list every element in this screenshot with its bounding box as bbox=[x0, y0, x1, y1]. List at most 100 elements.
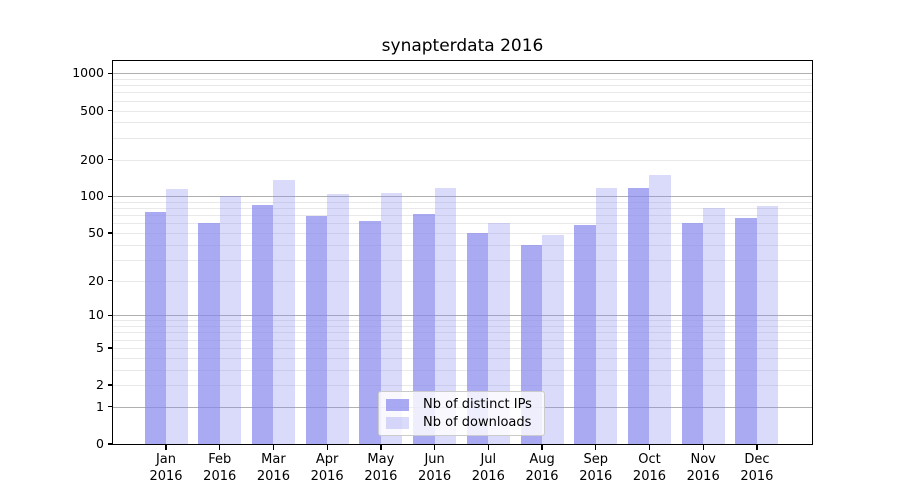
legend-swatch-distinct-ips bbox=[386, 399, 409, 411]
bar-downloads-mar bbox=[273, 180, 295, 444]
bar-downloads-jan bbox=[166, 189, 188, 444]
y-tick-label: 50 bbox=[88, 225, 104, 241]
bar-downloads-dec bbox=[756, 206, 779, 444]
gridline-minor bbox=[113, 326, 812, 328]
y-tick-mark bbox=[108, 314, 112, 316]
gridline-minor bbox=[113, 202, 812, 204]
legend-label-downloads: Nb of downloads bbox=[423, 415, 532, 430]
y-tick-mark bbox=[108, 72, 112, 75]
y-tick-mark bbox=[108, 158, 112, 161]
y-tick-label: 500 bbox=[80, 102, 104, 118]
bar-downloads-sep bbox=[595, 187, 618, 444]
y-tick-mark bbox=[108, 195, 112, 198]
gridline-minor bbox=[113, 280, 812, 282]
x-tick-label: Jun 2016 bbox=[418, 452, 452, 484]
legend-swatch-downloads bbox=[386, 417, 409, 429]
bar-distinct-ips-dec bbox=[735, 218, 757, 444]
gridline-minor bbox=[113, 320, 812, 322]
bar-distinct-ips-feb bbox=[198, 223, 220, 444]
gridline-major bbox=[113, 196, 812, 198]
gridline-minor bbox=[113, 347, 812, 349]
x-tick-label: Jul 2016 bbox=[471, 452, 505, 484]
gridline-minor bbox=[113, 100, 812, 102]
y-tick-label: 20 bbox=[88, 272, 104, 288]
gridline-minor bbox=[113, 79, 812, 81]
gridline-minor bbox=[113, 357, 812, 359]
chart-title: synapterdata 2016 bbox=[381, 36, 544, 56]
x-tick-label: Aug 2016 bbox=[525, 452, 559, 484]
gridline-minor bbox=[113, 244, 812, 246]
x-tick-mark bbox=[756, 445, 758, 450]
x-tick-mark bbox=[702, 445, 704, 450]
bar-distinct-ips-jan bbox=[144, 211, 166, 444]
gridline-minor bbox=[113, 223, 812, 225]
y-tick-label: 200 bbox=[80, 151, 104, 167]
x-tick-mark bbox=[326, 445, 328, 450]
bar-distinct-ips-mar bbox=[251, 205, 274, 444]
legend-item-downloads: Nb of downloads bbox=[386, 414, 538, 432]
y-tick-label: 100 bbox=[80, 188, 104, 204]
bar-distinct-ips-oct bbox=[627, 187, 650, 444]
bar-distinct-ips-nov bbox=[681, 223, 704, 444]
gridline-minor bbox=[113, 122, 812, 124]
y-tick-mark bbox=[108, 406, 112, 408]
x-tick-mark bbox=[433, 445, 436, 450]
bar-downloads-jul bbox=[488, 223, 510, 444]
bar-distinct-ips-apr bbox=[305, 216, 328, 444]
x-tick-label: Apr 2016 bbox=[310, 452, 344, 484]
x-tick-mark bbox=[595, 445, 597, 450]
y-tick-mark bbox=[108, 280, 112, 282]
bar-downloads-jun bbox=[434, 187, 457, 444]
x-tick-label: Nov 2016 bbox=[686, 452, 720, 484]
bar-downloads-apr bbox=[327, 194, 349, 444]
x-tick-label: May 2016 bbox=[364, 452, 398, 484]
y-tick-label: 2 bbox=[96, 377, 104, 393]
gridline-minor bbox=[113, 332, 812, 334]
x-tick-mark bbox=[648, 445, 651, 450]
gridline-minor bbox=[113, 339, 812, 341]
bar-downloads-aug bbox=[542, 235, 564, 444]
x-tick-label: Mar 2016 bbox=[256, 452, 290, 484]
x-tick-label: Oct 2016 bbox=[632, 452, 667, 484]
gridline-minor bbox=[113, 137, 812, 139]
bar-downloads-oct bbox=[649, 174, 671, 444]
bar-downloads-nov bbox=[703, 207, 725, 444]
gridline-minor bbox=[113, 110, 812, 112]
y-tick-mark bbox=[108, 443, 112, 445]
gridline-minor bbox=[113, 385, 812, 387]
bar-distinct-ips-jun bbox=[413, 213, 435, 444]
gridline-minor bbox=[113, 208, 812, 210]
x-tick-label: Jan 2016 bbox=[149, 452, 183, 484]
y-tick-mark bbox=[108, 232, 112, 234]
x-tick-label: Dec 2016 bbox=[740, 452, 774, 484]
x-tick-mark bbox=[380, 445, 382, 450]
legend-label-distinct-ips: Nb of distinct IPs bbox=[423, 397, 532, 412]
y-tick-mark bbox=[108, 347, 112, 349]
y-tick-label: 0 bbox=[96, 436, 104, 451]
x-tick-mark bbox=[165, 445, 167, 450]
gridline-minor bbox=[113, 369, 812, 371]
gridline-minor bbox=[113, 85, 812, 87]
gridline-major bbox=[113, 73, 812, 75]
x-tick-mark bbox=[487, 445, 489, 450]
y-tick-label: 1000 bbox=[72, 65, 104, 81]
gridline-minor bbox=[113, 92, 812, 94]
gridline-minor bbox=[113, 233, 812, 235]
plot-area bbox=[112, 60, 813, 445]
y-tick-label: 1 bbox=[96, 398, 104, 414]
y-tick-mark bbox=[108, 384, 112, 386]
gridline-major bbox=[113, 315, 812, 317]
legend-item-distinct-ips: Nb of distinct IPs bbox=[386, 396, 538, 414]
y-tick-mark bbox=[108, 109, 112, 112]
gridline-minor bbox=[113, 259, 812, 261]
gridline-minor bbox=[113, 215, 812, 217]
bar-distinct-ips-sep bbox=[574, 225, 596, 444]
bar-downloads-may bbox=[380, 192, 403, 444]
legend: Nb of distinct IPs Nb of downloads bbox=[378, 391, 545, 436]
gridline-minor bbox=[113, 159, 812, 161]
bar-downloads-feb bbox=[219, 196, 242, 444]
y-tick-label: 5 bbox=[96, 339, 104, 355]
bar-distinct-ips-may bbox=[359, 220, 381, 444]
y-tick-label: 10 bbox=[88, 307, 104, 323]
